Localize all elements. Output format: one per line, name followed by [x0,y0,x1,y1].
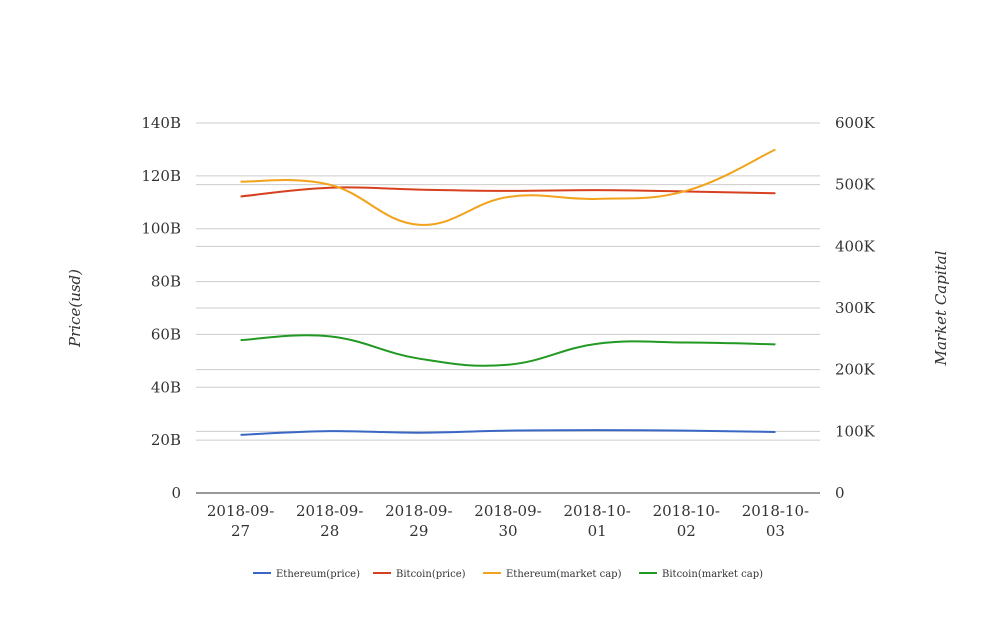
left-tick-label: 140B [141,114,181,132]
x-tick-label: 2018-10- 02 [653,502,720,540]
series-line-bitcoin-market-cap [240,334,776,367]
x-tick-label: 2018-09- 28 [296,502,363,540]
right-tick-label: 400K [835,237,876,255]
right-tick-label: 200K [835,361,876,379]
left-tick-label: 40B [151,378,181,396]
legend-label: Ethereum(price) [276,569,360,580]
x-tick-label: 2018-10- 01 [563,502,630,540]
x-tick-label-part: 2018-09- [474,502,541,520]
x-tick-label: 2018-09- 27 [207,502,274,540]
series-line-ethereum-market-cap [240,148,776,226]
x-tick-label-part: 03 [766,522,785,540]
x-tick-label-part: 2018-10- [653,502,720,520]
grid-layer [196,122,820,441]
left-axis-title: Price(usd) [66,269,84,348]
x-tick-label-part: 2018-09- [385,502,452,520]
x-tick-label-part: 30 [498,522,517,540]
left-tick-label: 80B [151,273,181,291]
right-tick-label: 0 [835,484,845,502]
right-tick-label: 500K [835,176,876,194]
x-tick-label: 2018-10- 03 [742,502,809,540]
x-tick-label-part: 02 [677,522,696,540]
x-tick-label-part: 28 [320,522,339,540]
left-tick-label: 20B [151,431,181,449]
left-tick-label: 0 [171,484,181,502]
legend-label: Bitcoin(market cap) [662,569,763,580]
right-tick-label: 300K [835,299,876,317]
legend-item-ethereum-market-cap[interactable]: Ethereum(market cap) [483,569,622,580]
left-tick-label: 120B [141,167,181,185]
legend-item-bitcoin-price[interactable]: Bitcoin(price) [373,569,466,580]
right-axis-title: Market Capital [932,250,950,366]
x-tick-label-part: 29 [409,522,428,540]
x-tick-label-part: 2018-10- [563,502,630,520]
x-tick-label-part: 2018-09- [207,502,274,520]
x-tick-label-part: 01 [588,522,607,540]
right-tick-label: 100K [835,422,876,440]
right-tick-label: 600K [835,114,876,132]
legend-label: Ethereum(market cap) [506,569,622,580]
x-tick-label: 2018-09- 29 [385,502,452,540]
legend-item-bitcoin-market-cap[interactable]: Bitcoin(market cap) [639,569,763,580]
x-tick-label: 2018-09- 30 [474,502,541,540]
left-tick-label: 100B [141,220,181,238]
series-layer [240,148,776,436]
x-tick-label-part: 27 [231,522,250,540]
x-tick-label-part: 2018-09- [296,502,363,520]
left-tick-label: 60B [151,325,181,343]
series-line-ethereum-price [240,429,776,436]
legend[interactable]: Ethereum(price) Bitcoin(price) Ethereum(ma… [253,569,763,580]
legend-label: Bitcoin(price) [396,569,466,580]
x-tick-label-part: 2018-10- [742,502,809,520]
axis-layer: 0 20B 40B 60B 80B 100B 120B 140B 0 100K 200K 300K 40… [141,114,875,540]
legend-item-ethereum-price[interactable]: Ethereum(price) [253,569,360,580]
